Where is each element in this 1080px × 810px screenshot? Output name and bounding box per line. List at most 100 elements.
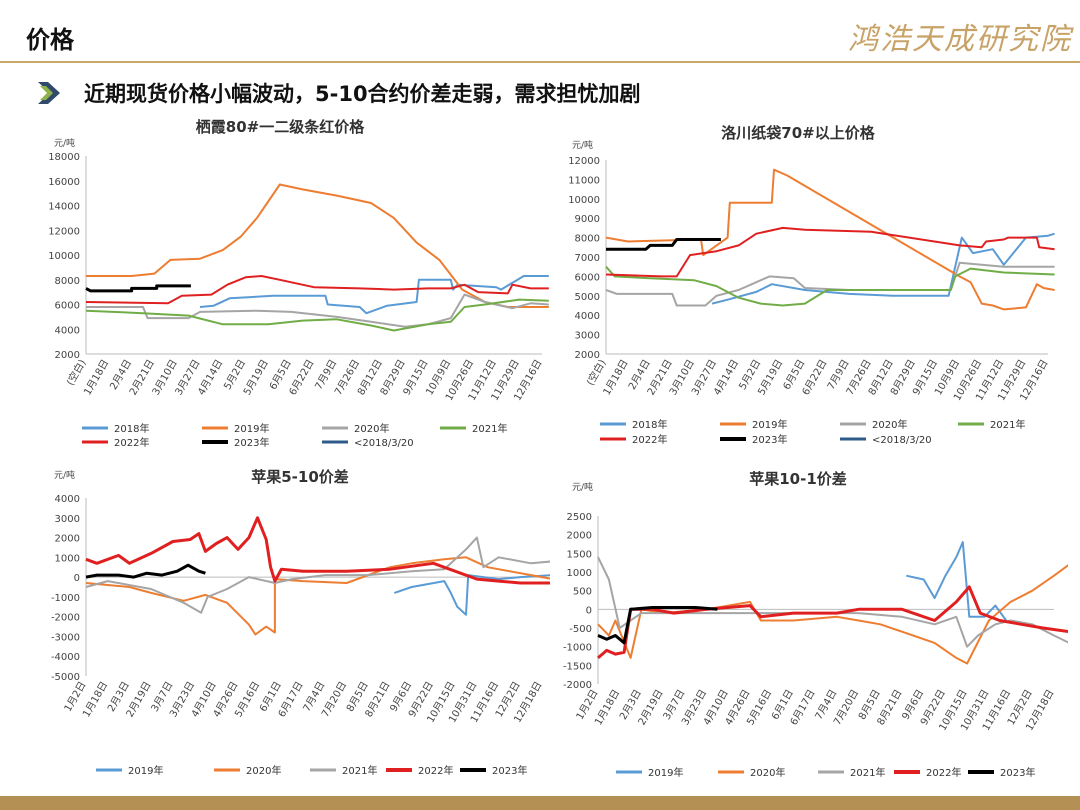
legend-label: 2023年 [492,764,527,777]
legend-label: <2018/3/20 [354,438,414,449]
series-line [85,536,550,614]
y-tick-label: -5000 [51,672,80,683]
series-line [605,266,1055,307]
legend-label: 2021年 [850,766,885,779]
y-tick-label: 11000 [568,175,600,186]
chart-title: 洛川纸袋70#以上价格 [721,124,875,142]
series-line [85,516,550,585]
legend-label: 2021年 [342,764,377,777]
y-tick-label: 1500 [567,549,592,560]
y-tick-label: -3000 [51,632,80,643]
y-tick-label: 18000 [48,152,80,163]
y-tick-label: 6000 [55,301,80,312]
chart-svg: 苹果5-10价差 元/吨 -5000 -4000 -3000 -2000 -1000 0 100… [51,468,550,777]
legend-label: 2019年 [752,418,787,431]
series-line [85,563,206,579]
header-divider [0,61,1080,63]
chart-spread-10-1: 苹果10-1价差 元/吨 -2000 -1500 -1000 -500 0 500 1000 15… [548,462,1068,792]
chart-luochuan-price: 洛川纸袋70#以上价格 元/吨 2000 3000 4000 5000 6000 7000 80… [548,118,1068,458]
series-line [85,284,191,293]
y-tick-label: 3000 [575,331,600,342]
chart-title: 苹果10-1价差 [749,470,847,488]
chevron-right-icon [38,82,60,104]
legend-label: 2020年 [246,764,281,777]
y-tick-label: 4000 [55,325,80,336]
series-line [85,556,550,636]
series-line [605,261,1055,307]
legend-label: 2020年 [354,422,389,435]
y-unit-label: 元/吨 [54,137,75,149]
legend-label: 2023年 [234,436,269,449]
y-tick-label: -1500 [563,661,592,672]
y-tick-label: -4000 [51,652,80,663]
legend-label: 2020年 [750,766,785,779]
y-tick-label: 14000 [48,202,80,213]
legend-label: 2022年 [114,436,149,449]
y-tick-label: 1000 [567,568,592,579]
y-tick-label: 4000 [55,494,80,505]
series-line [85,275,549,305]
series-line [597,606,718,645]
y-tick-label: 9000 [575,214,600,225]
y-tick-label: 7000 [575,253,600,264]
legend-label: 2018年 [114,422,149,435]
y-tick-label: 12000 [48,226,80,237]
legend-label: 2023年 [752,433,787,446]
y-tick-label: 8000 [575,234,600,245]
y-tick-label: 2000 [55,350,80,361]
series-line [199,275,549,315]
y-tick-label: 2000 [567,531,592,542]
y-tick-label: 4000 [575,311,600,322]
footer-bar [0,796,1080,810]
series-line [597,564,1068,665]
y-tick-label: -500 [569,624,592,635]
y-tick-label: 5000 [575,292,600,303]
series-line [906,541,1008,622]
legend-label: 2020年 [872,418,907,431]
legend-label: 2022年 [632,433,667,446]
brand-logo: 鸿浩天成研究院 [848,22,1072,57]
y-tick-label: 0 [586,605,592,616]
legend-label: <2018/3/20 [872,435,932,446]
y-tick-label: -2000 [51,613,80,624]
legend-label: 2023年 [1000,766,1035,779]
y-tick-label: 3000 [55,514,80,525]
y-tick-label: 10000 [48,251,80,262]
series-line [85,298,549,332]
y-tick-label: 2000 [55,534,80,545]
series-line [597,585,1068,660]
chart-title: 栖霞80#一二级条红价格 [196,118,365,136]
y-tick-label: 6000 [575,272,600,283]
y-tick-label: 2000 [575,350,600,361]
y-tick-label: 1000 [55,553,80,564]
chart-spread-5-10: 苹果5-10价差 元/吨 -5000 -4000 -3000 -2000 -1000 0 100… [30,462,550,792]
legend-label: 2021年 [472,422,507,435]
header: 价格 鸿浩天成研究院 [0,0,1080,63]
y-tick-label: 0 [74,573,80,584]
legend-label: 2018年 [632,418,667,431]
y-tick-label: 12000 [568,156,600,167]
series-line [606,238,721,251]
x-tick-label: (空白) [583,357,608,388]
y-unit-label: 元/吨 [54,469,75,481]
series-line [711,232,1055,305]
y-tick-label: 16000 [48,177,80,188]
y-tick-label: 2500 [567,512,592,523]
legend-label: 2019年 [234,422,269,435]
y-tick-label: 500 [573,587,592,598]
legend-label: 2019年 [128,764,163,777]
y-tick-label: 10000 [568,195,600,206]
y-tick-label: 8000 [55,276,80,287]
y-tick-label: -1000 [51,593,80,604]
chart-qixia-price: 栖霞80#一二级条红价格元/吨 2000 4000 6000 8000 10000 1200… [30,114,550,454]
series-line [393,574,550,616]
legend-label: 2021年 [990,418,1025,431]
y-tick-label: -2000 [563,680,592,691]
y-unit-label: 元/吨 [572,481,593,493]
chart-title: 苹果5-10价差 [251,468,349,486]
section-subtitle: 近期现货价格小幅波动，5-10合约价差走弱，需求担忧加剧 [84,82,641,106]
legend-label: 2022年 [418,764,453,777]
